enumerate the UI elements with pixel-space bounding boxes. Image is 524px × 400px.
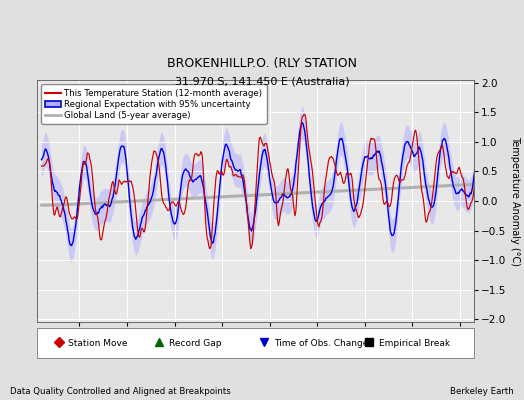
Y-axis label: Temperature Anomaly (°C): Temperature Anomaly (°C) — [510, 136, 520, 266]
Text: Data Quality Controlled and Aligned at Breakpoints: Data Quality Controlled and Aligned at B… — [10, 387, 231, 396]
Text: Record Gap: Record Gap — [169, 338, 221, 348]
Text: 31.970 S, 141.450 E (Australia): 31.970 S, 141.450 E (Australia) — [174, 76, 350, 86]
Text: Berkeley Earth: Berkeley Earth — [450, 387, 514, 396]
Text: Station Move: Station Move — [68, 338, 128, 348]
Legend: This Temperature Station (12-month average), Regional Expectation with 95% uncer: This Temperature Station (12-month avera… — [41, 84, 267, 124]
Text: BROKENHILLP.O. (RLY STATION: BROKENHILLP.O. (RLY STATION — [167, 57, 357, 70]
Text: Empirical Break: Empirical Break — [379, 338, 450, 348]
Text: Time of Obs. Change: Time of Obs. Change — [274, 338, 368, 348]
